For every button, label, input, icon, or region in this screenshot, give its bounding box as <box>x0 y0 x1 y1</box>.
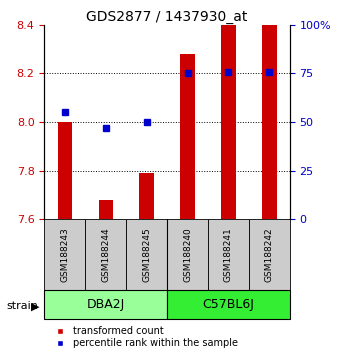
Text: GSM188240: GSM188240 <box>183 228 192 282</box>
Bar <box>249 219 290 290</box>
Bar <box>44 290 167 319</box>
Text: GSM188242: GSM188242 <box>265 228 274 282</box>
Bar <box>85 219 126 290</box>
Text: GSM188245: GSM188245 <box>142 228 151 282</box>
Bar <box>221 25 236 219</box>
Text: ▶: ▶ <box>31 301 39 311</box>
Bar <box>139 173 154 219</box>
Legend: transformed count, percentile rank within the sample: transformed count, percentile rank withi… <box>49 325 238 349</box>
Text: DBA2J: DBA2J <box>87 298 125 311</box>
Title: GDS2877 / 1437930_at: GDS2877 / 1437930_at <box>86 10 248 24</box>
Text: strain: strain <box>7 301 39 311</box>
Bar <box>58 122 72 219</box>
Text: C57BL6J: C57BL6J <box>203 298 254 311</box>
Bar <box>167 219 208 290</box>
Bar <box>262 25 277 219</box>
Text: GSM188241: GSM188241 <box>224 228 233 282</box>
Bar <box>167 290 290 319</box>
Bar <box>126 219 167 290</box>
Text: GSM188243: GSM188243 <box>60 228 69 282</box>
Bar <box>99 200 113 219</box>
Bar <box>180 54 195 219</box>
Bar <box>44 219 85 290</box>
Text: GSM188244: GSM188244 <box>101 228 110 282</box>
Bar <box>208 219 249 290</box>
